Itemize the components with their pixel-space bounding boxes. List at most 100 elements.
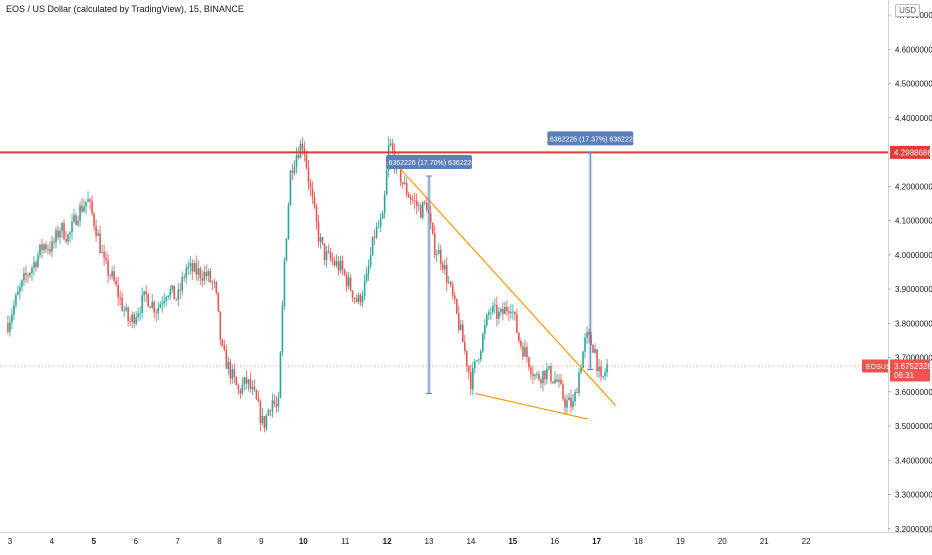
candle [71, 213, 73, 240]
candle [131, 311, 133, 329]
candle-body [77, 220, 79, 225]
candle [211, 279, 214, 291]
candle [135, 311, 137, 327]
candle-body [35, 262, 37, 267]
x-tick-label: 8 [217, 537, 222, 546]
x-tick-label: 9 [259, 537, 264, 546]
candle [55, 226, 57, 249]
candle-body [207, 271, 210, 277]
candle-body [482, 334, 484, 352]
candle [339, 255, 342, 274]
candle-body [163, 300, 166, 304]
x-tick-label: 14 [466, 537, 475, 546]
candle [195, 255, 198, 281]
candle [201, 270, 204, 288]
candle [470, 364, 472, 396]
candle-body [267, 410, 270, 416]
candle-body [169, 289, 172, 296]
candle [11, 308, 13, 329]
candle-body [161, 303, 164, 305]
y-tick-label: 3.8000000 [895, 319, 932, 328]
candle [41, 238, 43, 259]
candle-body [447, 282, 450, 283]
candle [508, 306, 510, 322]
candle-body [371, 236, 374, 256]
candle-body [439, 249, 442, 264]
measure-left[interactable]: 0.6362226 (17.70%) 6362226 [383, 154, 476, 394]
measure-label: 0.6362226 (17.70%) 6362226 [383, 160, 476, 167]
candle [588, 328, 590, 343]
candle-body [466, 350, 468, 367]
candle-body [437, 249, 440, 255]
candle-body [347, 277, 350, 287]
candle-body [177, 289, 180, 300]
candle-body [97, 233, 99, 236]
candle-body [484, 325, 486, 335]
candle-body [516, 314, 518, 333]
candle [203, 266, 206, 286]
candle [425, 196, 428, 213]
candle-body [381, 213, 384, 219]
candle-body [451, 284, 454, 296]
candle-body [105, 257, 107, 261]
candle [526, 342, 528, 363]
candle [534, 373, 536, 380]
candle-body [73, 215, 75, 222]
x-tick-label: 22 [802, 537, 811, 546]
candle-body [157, 307, 159, 314]
candle [560, 373, 562, 386]
candle [514, 311, 516, 321]
candle-body [337, 261, 340, 271]
candle [295, 147, 298, 174]
candle [235, 376, 238, 386]
candle-body [369, 255, 372, 266]
resistance-price-tag [890, 145, 930, 159]
y-tick-label: 4.4000000 [895, 114, 932, 123]
candle-body [71, 221, 73, 233]
candle-body [602, 376, 604, 377]
currency-selector[interactable]: USD [895, 4, 920, 17]
x-tick-label: 17 [592, 537, 601, 546]
candle [45, 241, 47, 253]
measure-right[interactable]: 0.6362226 (17.37%) 6362226 [544, 131, 637, 370]
candle-body [532, 373, 534, 377]
candle [546, 362, 548, 385]
candle-body [185, 268, 188, 278]
y-tick-label: 3.4000000 [895, 456, 932, 465]
candle [389, 138, 392, 147]
candle [556, 374, 558, 383]
x-tick-label: 12 [383, 537, 392, 546]
candle-body [361, 296, 364, 303]
candle [161, 296, 164, 313]
candle [273, 394, 276, 408]
candle [149, 305, 151, 308]
candle-body [263, 416, 266, 429]
candle-body [351, 290, 354, 299]
lower-trendline[interactable] [474, 392, 589, 420]
candle [179, 282, 182, 299]
y-tick-label: 3.2000000 [895, 525, 932, 534]
candle-body [123, 310, 125, 312]
y-tick-label: 3.5000000 [895, 422, 932, 431]
upper-trendline[interactable] [390, 158, 616, 406]
candle [23, 267, 25, 286]
candle [562, 380, 564, 401]
candle-body [279, 352, 282, 398]
candle-body [39, 244, 41, 256]
candle [77, 215, 79, 227]
candle [568, 392, 570, 401]
candle [590, 331, 592, 346]
candle [578, 368, 580, 397]
candle-body [197, 268, 200, 275]
candle-body [203, 272, 206, 281]
candle [53, 237, 55, 249]
candle [113, 264, 115, 284]
candle-body [343, 269, 346, 275]
candle-body [506, 307, 508, 312]
candle [65, 230, 67, 244]
candle-body [67, 234, 69, 242]
candle [281, 300, 284, 357]
candle-body [498, 311, 500, 319]
